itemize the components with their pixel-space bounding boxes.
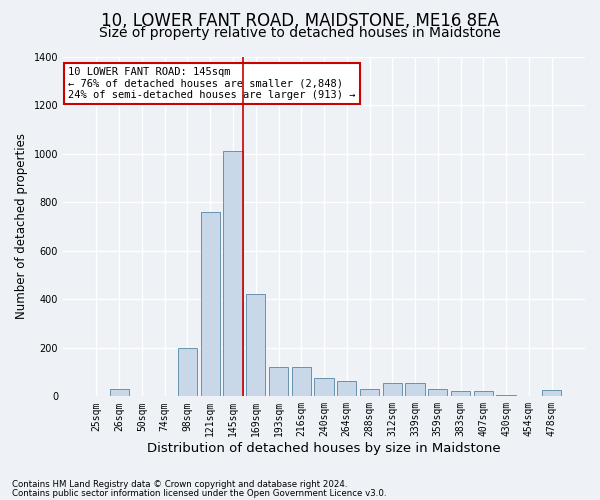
Bar bbox=[314, 378, 334, 396]
X-axis label: Distribution of detached houses by size in Maidstone: Distribution of detached houses by size … bbox=[147, 442, 501, 455]
Bar bbox=[496, 395, 516, 396]
Bar bbox=[269, 367, 288, 396]
Text: Size of property relative to detached houses in Maidstone: Size of property relative to detached ho… bbox=[99, 26, 501, 40]
Bar bbox=[542, 390, 561, 396]
Bar bbox=[337, 380, 356, 396]
Bar bbox=[292, 367, 311, 396]
Bar bbox=[383, 383, 402, 396]
Text: 10 LOWER FANT ROAD: 145sqm
← 76% of detached houses are smaller (2,848)
24% of s: 10 LOWER FANT ROAD: 145sqm ← 76% of deta… bbox=[68, 66, 356, 100]
Bar bbox=[473, 392, 493, 396]
Text: Contains HM Land Registry data © Crown copyright and database right 2024.: Contains HM Land Registry data © Crown c… bbox=[12, 480, 347, 489]
Bar bbox=[200, 212, 220, 396]
Bar bbox=[451, 392, 470, 396]
Y-axis label: Number of detached properties: Number of detached properties bbox=[15, 134, 28, 320]
Bar bbox=[223, 151, 242, 396]
Bar bbox=[178, 348, 197, 397]
Text: 10, LOWER FANT ROAD, MAIDSTONE, ME16 8EA: 10, LOWER FANT ROAD, MAIDSTONE, ME16 8EA bbox=[101, 12, 499, 30]
Bar bbox=[428, 389, 448, 396]
Bar bbox=[246, 294, 265, 396]
Bar bbox=[110, 389, 129, 396]
Bar bbox=[406, 383, 425, 396]
Text: Contains public sector information licensed under the Open Government Licence v3: Contains public sector information licen… bbox=[12, 488, 386, 498]
Bar bbox=[360, 389, 379, 396]
